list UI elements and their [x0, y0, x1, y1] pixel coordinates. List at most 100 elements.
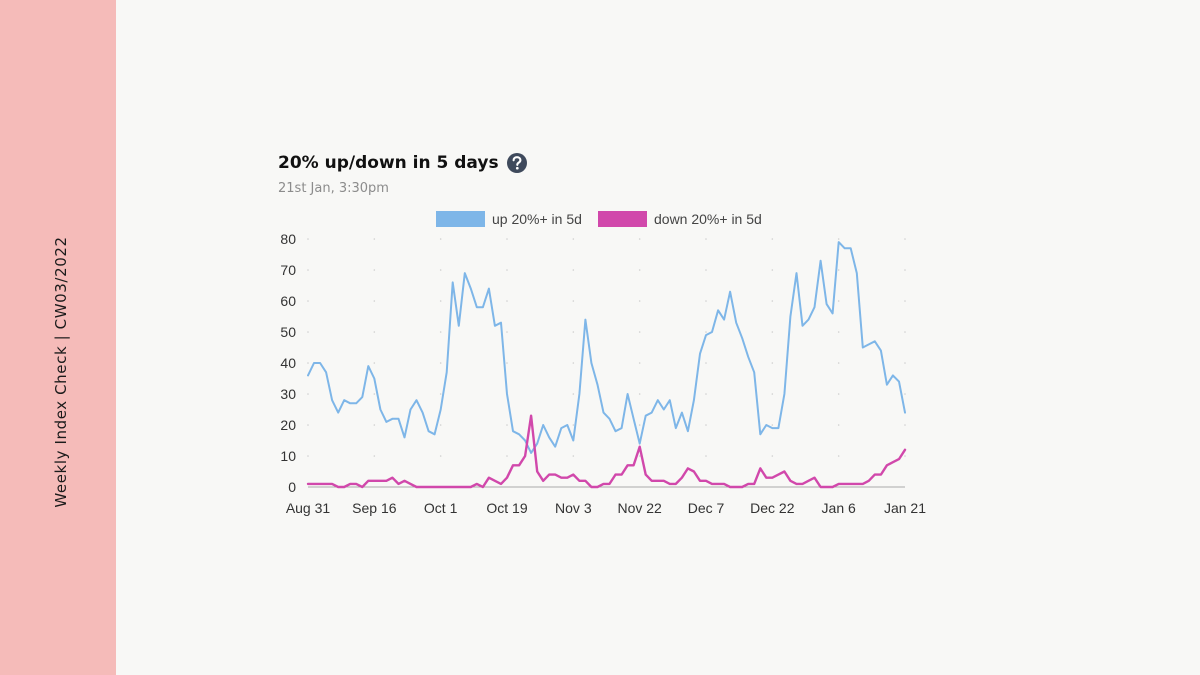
- grid-dot: [904, 362, 906, 364]
- grid-dot: [638, 455, 641, 457]
- grid-dot: [373, 269, 376, 271]
- grid-dot: [904, 269, 906, 271]
- grid-dot: [307, 269, 309, 271]
- grid-dot: [638, 331, 641, 333]
- y-tick-label: 70: [280, 262, 296, 278]
- grid-dot: [638, 269, 641, 271]
- x-tick-label: Jan 6: [822, 500, 856, 516]
- y-tick-label: 50: [280, 324, 296, 340]
- grid-dot: [506, 362, 508, 364]
- y-tick-label: 30: [280, 386, 296, 402]
- grid-dot: [307, 362, 309, 364]
- grid-dot: [506, 331, 508, 333]
- grid-dot: [439, 300, 442, 302]
- grid-dot: [904, 331, 906, 333]
- grid-dot: [506, 455, 508, 457]
- grid-dot: [837, 269, 840, 271]
- grid-dot: [904, 238, 906, 240]
- legend-swatch: [436, 211, 485, 227]
- grid-dot: [638, 300, 641, 302]
- grid-dot: [638, 238, 641, 240]
- x-tick-label: Aug 31: [286, 500, 331, 516]
- grid-dot: [506, 269, 508, 271]
- y-tick-label: 60: [280, 293, 296, 309]
- grid-dot: [837, 455, 840, 457]
- grid-dot: [771, 269, 774, 271]
- grid-dot: [705, 238, 707, 240]
- x-tick-label: Dec 22: [750, 500, 795, 516]
- grid-dot: [771, 424, 774, 426]
- grid-dot: [373, 424, 376, 426]
- x-tick-label: Jan 21: [884, 500, 926, 516]
- grid-dot: [307, 331, 309, 333]
- legend-label: down 20%+ in 5d: [654, 211, 762, 227]
- grid-dot: [572, 393, 575, 395]
- chart-subtitle: 21st Jan, 3:30pm: [278, 181, 389, 196]
- legend-item-down[interactable]: down 20%+ in 5d: [598, 211, 762, 227]
- grid-dot: [572, 238, 575, 240]
- legend-swatch: [598, 211, 647, 227]
- grid-dot: [373, 455, 376, 457]
- grid-dot: [307, 300, 309, 302]
- question-circle-icon[interactable]: [506, 152, 528, 174]
- grid-dot: [837, 362, 840, 364]
- grid-dot: [572, 424, 575, 426]
- grid-dot: [439, 269, 442, 271]
- grid-dot: [572, 455, 575, 457]
- legend-item-up[interactable]: up 20%+ in 5d: [436, 211, 582, 227]
- grid-dot: [638, 393, 641, 395]
- x-tick-label: Oct 19: [486, 500, 527, 516]
- grid-dot: [439, 393, 442, 395]
- grid-dot: [904, 455, 906, 457]
- grid-dot: [506, 424, 508, 426]
- x-tick-label: Dec 7: [688, 500, 725, 516]
- grid-dot: [837, 424, 840, 426]
- y-tick-label: 10: [280, 448, 296, 464]
- grid-dot: [638, 424, 641, 426]
- grid-dot: [705, 424, 707, 426]
- grid-dot: [572, 269, 575, 271]
- x-tick-label: Sep 16: [352, 500, 397, 516]
- grid-dot: [307, 424, 309, 426]
- x-tick-label: Oct 1: [424, 500, 458, 516]
- grid-dot: [638, 362, 641, 364]
- grid-dot: [373, 362, 376, 364]
- series-line-up: [307, 241, 906, 454]
- grid-dot: [572, 362, 575, 364]
- sidebar-band: Weekly Index Check | CW03/2022: [0, 0, 116, 675]
- grid-dot: [771, 455, 774, 457]
- grid-dot: [439, 331, 442, 333]
- chart-header: 20% up/down in 5 days: [278, 152, 528, 174]
- y-tick-label: 0: [288, 479, 296, 495]
- grid-dot: [373, 331, 376, 333]
- grid-dot: [705, 269, 707, 271]
- grid-dot: [307, 238, 309, 240]
- grid-dot: [771, 362, 774, 364]
- grid-dot: [771, 393, 774, 395]
- grid-dot: [837, 300, 840, 302]
- grid-dot: [705, 300, 707, 302]
- x-tick-label: Nov 3: [555, 500, 592, 516]
- grid-dot: [572, 300, 575, 302]
- grid-dot: [837, 238, 840, 240]
- grid-dot: [439, 424, 442, 426]
- grid-dot: [373, 238, 376, 240]
- grid-dot: [373, 300, 376, 302]
- grid-dot: [705, 393, 707, 395]
- grid-dot: [705, 331, 707, 333]
- grid-dot: [904, 393, 906, 395]
- grid-dot: [572, 331, 575, 333]
- grid-dot: [307, 455, 309, 457]
- y-tick-label: 40: [280, 355, 296, 371]
- grid-dot: [904, 300, 906, 302]
- grid-dot: [439, 238, 442, 240]
- series-line-down: [306, 414, 907, 489]
- grid-dot: [771, 331, 774, 333]
- grid-dot: [373, 393, 376, 395]
- grid-dot: [439, 455, 442, 457]
- grid-dot: [506, 300, 508, 302]
- y-tick-label: 80: [280, 231, 296, 247]
- grid-dot: [307, 393, 309, 395]
- x-tick-label: Nov 22: [617, 500, 662, 516]
